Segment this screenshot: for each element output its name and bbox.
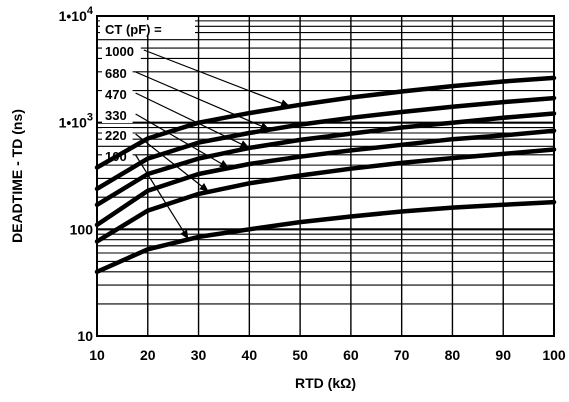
series-lines bbox=[94, 75, 557, 275]
legend-arrow-100 bbox=[135, 154, 189, 240]
series-line-100 bbox=[94, 199, 557, 275]
series-line-1000 bbox=[94, 75, 557, 170]
legend-label-470: 470 bbox=[105, 87, 127, 102]
plot-border bbox=[96, 15, 555, 337]
x-tick-label: 40 bbox=[242, 347, 258, 363]
x-tick-label: 20 bbox=[140, 347, 156, 363]
legend-arrowhead-1000 bbox=[280, 99, 290, 107]
legend: CT (pF) = 1000 680 470 330 220 100 bbox=[105, 22, 162, 164]
x-tick-label: 30 bbox=[191, 347, 207, 363]
legend-label-background bbox=[102, 66, 133, 81]
legend-title-background bbox=[100, 20, 195, 36]
grid bbox=[96, 15, 555, 337]
legend-arrow-220 bbox=[135, 133, 210, 193]
x-tick-label: 90 bbox=[495, 347, 511, 363]
legend-arrowhead-330 bbox=[219, 160, 229, 168]
legend-label-330: 330 bbox=[105, 108, 127, 123]
x-tick-label: 10 bbox=[89, 347, 105, 363]
legend-arrow-470 bbox=[135, 92, 250, 149]
legend-arrows bbox=[135, 49, 291, 240]
legend-label-680: 680 bbox=[105, 66, 127, 81]
legend-title: CT (pF) = bbox=[105, 22, 162, 37]
x-tick-label: 70 bbox=[394, 347, 410, 363]
legend-label-background bbox=[102, 87, 133, 102]
legend-label-220: 220 bbox=[105, 128, 127, 143]
series-line-680 bbox=[94, 95, 557, 192]
y-tick-label: 1•104 bbox=[59, 5, 94, 24]
y-tick-label: 100 bbox=[70, 221, 94, 237]
series-line-330 bbox=[94, 128, 557, 228]
tick-labels: 10 20 30 40 50 60 70 80 90 100 10 100 1•103 1•104 bbox=[59, 5, 566, 363]
legend-label-100: 100 bbox=[105, 149, 127, 164]
legend-arrow-680 bbox=[135, 71, 270, 131]
legend-arrowhead-220 bbox=[199, 183, 209, 192]
legend-label-background bbox=[102, 44, 141, 59]
legend-arrow-330 bbox=[135, 113, 230, 169]
x-tick-label: 100 bbox=[542, 347, 566, 363]
x-tick-label: 60 bbox=[343, 347, 359, 363]
series-line-470 bbox=[94, 111, 557, 208]
legend-arrowhead-100 bbox=[180, 229, 189, 240]
legend-label-background bbox=[102, 128, 133, 143]
legend-arrowhead-470 bbox=[239, 140, 250, 148]
series-line-220 bbox=[94, 147, 557, 244]
legend-label-background bbox=[102, 108, 133, 123]
x-axis-title: RTD (kΩ) bbox=[295, 375, 356, 391]
y-axis-title: DEADTIME - TD (ns) bbox=[9, 109, 25, 243]
legend-arrowhead-680 bbox=[259, 122, 270, 130]
x-tick-label: 80 bbox=[445, 347, 461, 363]
legend-background bbox=[100, 20, 195, 164]
legend-arrow-1000 bbox=[143, 49, 291, 108]
x-tick-label: 50 bbox=[292, 347, 308, 363]
y-tick-label: 1•103 bbox=[59, 112, 93, 131]
legend-label-1000: 1000 bbox=[105, 44, 134, 59]
y-tick-label: 10 bbox=[77, 328, 93, 344]
